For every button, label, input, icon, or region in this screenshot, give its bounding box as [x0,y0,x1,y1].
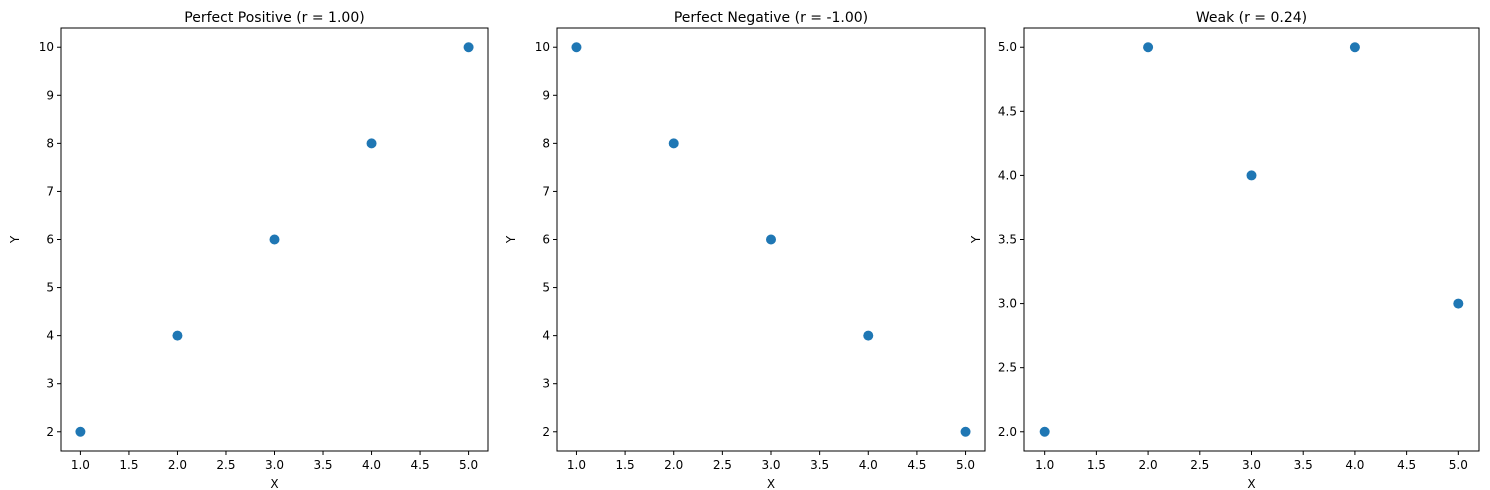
x-axis-label: X [1247,477,1255,490]
x-tick-label: 2.0 [664,458,683,472]
y-tick-label: 8 [46,136,54,150]
y-tick-label: 5 [542,281,550,295]
x-tick-label: 1.0 [1035,458,1054,472]
data-point [463,42,474,53]
y-tick-label: 3 [46,377,54,391]
x-tick-label: 1.0 [567,458,586,472]
panel-perfect-positive: Perfect Positive (r = 1.00) X Y 1.0 1.5 2.… [8,10,489,490]
x-tick-label: 1.5 [616,458,635,472]
x-tick-label: 4.5 [907,458,926,472]
x-tick-label: 4.5 [1397,458,1416,472]
axes-frame [1023,27,1480,452]
x-tick-label: 5.0 [1449,458,1468,472]
data-point [1246,170,1257,181]
x-tick-label: 4.0 [859,458,878,472]
y-tick-label: 2 [542,425,550,439]
x-tick-label: 5.0 [956,458,975,472]
y-tick-label: 6 [542,233,550,247]
data-point [571,42,582,53]
data-point [1143,42,1154,53]
x-axis-label: X [270,477,278,490]
y-axis-label: Y [8,235,22,244]
x-axis-label: X [767,477,775,490]
y-axis-label: Y [969,235,983,244]
panel-perfect-negative: Perfect Negative (r = -1.00) X Y 1.0 1.5 2… [504,10,986,490]
y-tick-label: 4.5 [998,104,1017,118]
y-tick-label: 2 [46,425,54,439]
data-point [863,330,874,341]
x-tick-label: 3.0 [1242,458,1261,472]
data-point [269,234,280,245]
data-point [1039,426,1050,437]
y-tick-label: 3.5 [998,233,1017,247]
x-tick-label: 3.5 [1294,458,1313,472]
y-tick-label: 2.5 [998,361,1017,375]
y-axis-label: Y [504,235,518,244]
x-tick-label: 4.5 [411,458,430,472]
y-tick-label: 3.0 [998,297,1017,311]
y-tick-label: 5.0 [998,40,1017,54]
x-tick-label: 2.5 [1190,458,1209,472]
chart-title: Perfect Negative (r = -1.00) [674,10,868,26]
x-tick-label: 3.0 [265,458,284,472]
y-tick-label: 7 [46,184,54,198]
x-tick-label: 2.0 [168,458,187,472]
y-tick-label: 6 [46,233,54,247]
x-tick-label: 2.5 [713,458,732,472]
data-point [960,426,971,437]
x-tick-label: 2.5 [216,458,235,472]
data-point [366,138,377,149]
x-tick-label: 2.0 [1139,458,1158,472]
y-tick-label: 4.0 [998,168,1017,182]
data-point [766,234,776,245]
chart-title: Weak (r = 0.24) [1196,10,1307,26]
x-tick-label: 3.5 [810,458,829,472]
data-point [1453,298,1464,309]
y-tick-label: 8 [542,136,550,150]
y-tick-label: 3 [542,377,550,391]
x-tick-label: 4.0 [1345,458,1364,472]
x-tick-label: 1.0 [71,458,90,472]
y-tick-label: 10 [535,40,550,54]
x-tick-label: 1.5 [119,458,138,472]
data-point [172,330,183,341]
x-tick-label: 3.5 [313,458,332,472]
y-tick-label: 9 [542,88,550,102]
data-point [668,138,679,149]
y-tick-label: 2.0 [998,425,1017,439]
y-tick-label: 4 [542,329,550,343]
x-tick-label: 1.5 [1087,458,1106,472]
panel-weak: Weak (r = 0.24) X Y 1.0 1.5 2.0 2.5 3.0 3.5 4.… [969,10,1480,490]
y-tick-label: 5 [46,281,54,295]
x-tick-label: 5.0 [459,458,478,472]
x-tick-label: 3.0 [761,458,780,472]
chart-title: Perfect Positive (r = 1.00) [184,10,364,26]
data-point [75,426,86,437]
y-tick-label: 9 [46,88,54,102]
x-tick-label: 4.0 [362,458,381,472]
y-tick-label: 10 [39,40,54,54]
data-point [1349,42,1360,53]
y-tick-label: 4 [46,329,54,343]
y-tick-label: 7 [542,184,550,198]
